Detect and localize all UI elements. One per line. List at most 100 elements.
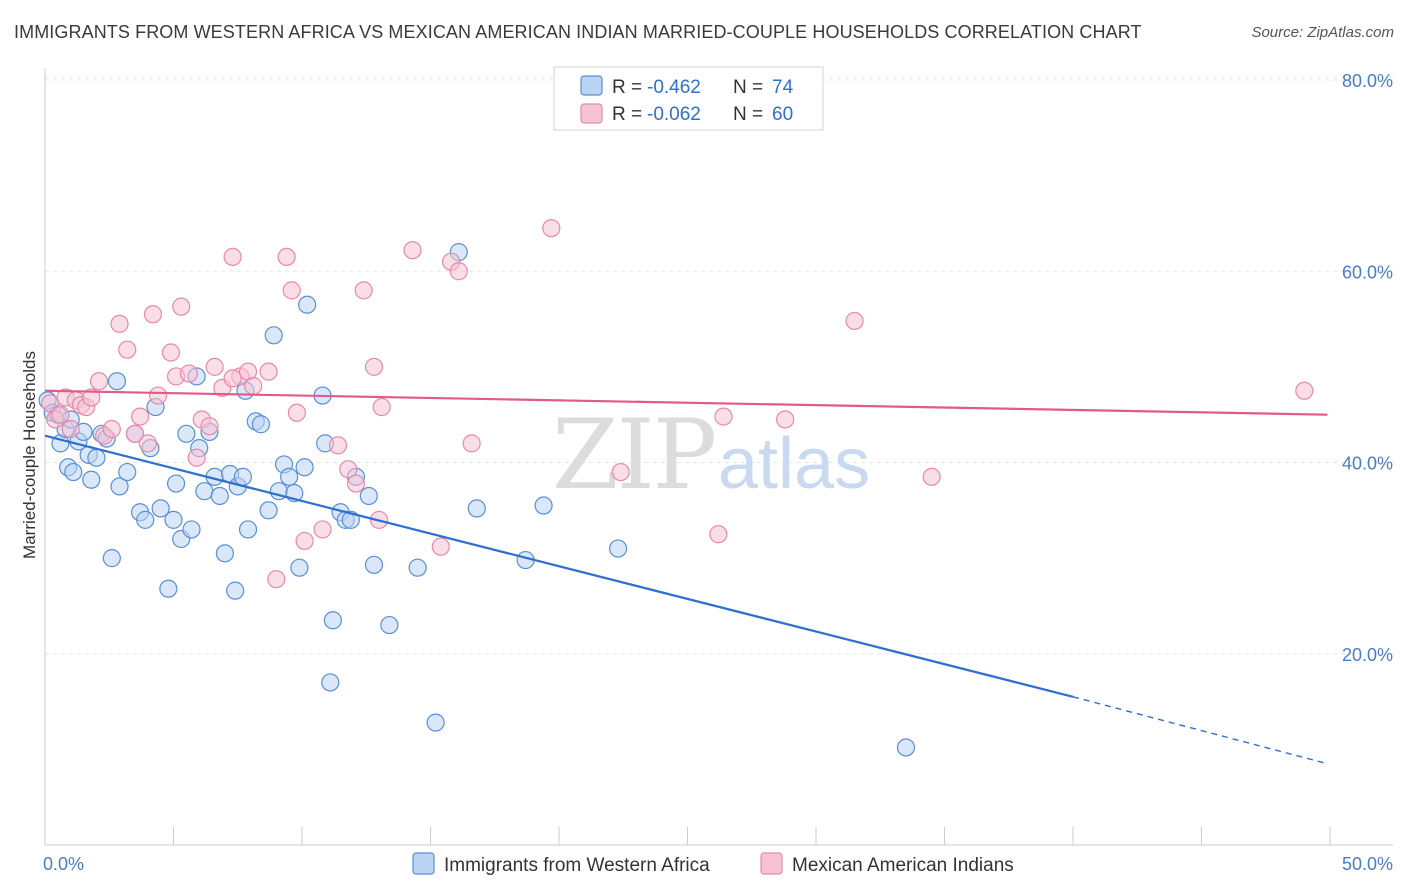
mexican-american-indian-point-8 (82, 388, 101, 407)
western-africa-point-38 (233, 467, 252, 486)
western-africa-point-63 (408, 558, 427, 577)
western-africa-point-15 (110, 477, 129, 496)
western-africa-point-66 (467, 499, 486, 518)
legend-n-value-blue: 74 (772, 77, 794, 98)
legend-swatch-blue (580, 75, 603, 96)
mexican-american-indian-point-17 (143, 305, 163, 324)
trend-line-western-africa-extension (1072, 696, 1328, 765)
mexican-american-indian-point-42 (354, 281, 373, 300)
western-africa-point-62 (380, 615, 399, 635)
mexican-american-indian-point-39 (328, 436, 348, 455)
bottom-legend-label-blue: Immigrants from Western Africa (444, 855, 710, 876)
y-axis-label: Married-couple Households (20, 351, 39, 559)
axes (44, 68, 1393, 846)
mexican-american-indian-point-13 (118, 340, 137, 359)
mexican-american-indian-point-32 (259, 362, 278, 381)
western-africa-point-33 (210, 486, 229, 506)
western-africa-point-54 (321, 673, 340, 692)
legend-r-label-blue: R = (612, 77, 642, 98)
western-africa-point-47 (280, 467, 299, 486)
mexican-american-indian-point-25 (200, 417, 219, 436)
series-mexican-american-indian-points (41, 219, 1314, 589)
western-africa-point-25 (166, 474, 186, 493)
western-africa-point-43 (259, 501, 278, 520)
western-africa-point-36 (226, 581, 245, 600)
western-africa-point-64 (426, 713, 445, 732)
mexican-american-indian-point-26 (205, 357, 224, 376)
y-tick-label-0: 20.0% (1342, 645, 1393, 665)
y-tick-label-3: 80.0% (1342, 71, 1393, 91)
mexican-american-indian-point-16 (138, 434, 157, 453)
mexican-american-indian-point-37 (295, 531, 314, 551)
trend-line-western-africa (44, 434, 1074, 698)
bottom-legend-label-pink: Mexican American Indians (792, 855, 1014, 876)
mexican-american-indian-point-31 (244, 376, 263, 396)
western-africa-point-34 (215, 544, 234, 563)
x-tick-label-1: 50.0% (1342, 854, 1393, 874)
mexican-american-indian-point-47 (431, 537, 450, 556)
western-africa-point-16 (118, 462, 137, 482)
legend-n-value-pink: 60 (772, 104, 793, 125)
mexican-american-indian-point-41 (346, 474, 366, 493)
western-africa-point-68 (534, 496, 553, 515)
mexican-american-indian-point-59 (223, 369, 242, 388)
western-africa-point-42 (251, 415, 270, 434)
mexican-american-indian-point-56 (845, 311, 864, 331)
mexican-american-indian-point-18 (148, 386, 168, 405)
mexican-american-indian-point-2 (51, 405, 70, 424)
mexican-american-indian-point-11 (102, 419, 121, 439)
legend-r-label-pink: R = (612, 104, 642, 125)
mexican-american-indian-point-51 (542, 219, 561, 238)
western-africa-point-22 (151, 499, 170, 518)
bottom-legend-swatch-pink (760, 852, 783, 875)
western-africa-point-55 (323, 611, 342, 630)
western-africa-point-30 (195, 482, 214, 501)
western-africa-point-60 (359, 486, 378, 506)
mexican-american-indian-point-21 (172, 297, 191, 316)
western-africa-point-6 (64, 462, 83, 482)
bottom-legend-swatch-blue (412, 852, 435, 875)
western-africa-point-70 (896, 738, 916, 757)
mexican-american-indian-point-28 (223, 247, 242, 267)
chart-title: IMMIGRANTS FROM WESTERN AFRICA VS MEXICA… (14, 22, 1142, 42)
western-africa-point-49 (290, 558, 309, 577)
watermark-zip: ZIP (552, 399, 715, 511)
mexican-american-indian-point-50 (462, 434, 481, 453)
legend-r-value-blue: -0.462 (647, 77, 701, 98)
western-africa-point-50 (295, 458, 314, 477)
mexican-american-indian-point-34 (277, 247, 296, 267)
mexican-american-indian-point-54 (714, 407, 733, 426)
western-africa-point-40 (238, 520, 258, 539)
mexican-american-indian-point-36 (287, 403, 306, 422)
mexican-american-indian-point-40 (339, 460, 358, 479)
mexican-american-indian-point-57 (922, 467, 941, 486)
series-legend: Immigrants from Western Africa Mexican A… (412, 852, 1014, 876)
western-africa-point-14 (107, 372, 127, 391)
legend-n-label-blue: N = (733, 77, 763, 98)
mexican-american-indian-point-52 (611, 462, 630, 482)
source-label: Source: ZipAtlas.com (1251, 24, 1394, 41)
legend-swatch-pink (580, 103, 603, 124)
western-africa-point-28 (182, 520, 201, 539)
mexican-american-indian-point-9 (89, 372, 109, 391)
mexican-american-indian-point-46 (403, 241, 422, 260)
western-africa-point-27 (177, 424, 196, 443)
western-africa-point-69 (609, 539, 628, 558)
mexican-american-indian-point-22 (179, 364, 199, 383)
mexican-american-indian-point-35 (282, 281, 301, 300)
western-africa-point-58 (341, 510, 360, 529)
trend-lines (44, 389, 1328, 765)
x-tick-label-0: 0.0% (43, 854, 84, 874)
western-africa-point-51 (298, 295, 317, 314)
western-africa-point-71 (102, 549, 121, 568)
mexican-american-indian-point-14 (125, 424, 145, 443)
mexican-american-indian-point-55 (776, 410, 795, 429)
western-africa-point-24 (164, 510, 183, 529)
mexican-american-indian-point-12 (110, 314, 129, 333)
legend-n-label-pink: N = (733, 104, 763, 125)
mexican-american-indian-point-49 (449, 262, 468, 281)
mexican-american-indian-point-43 (364, 357, 384, 376)
watermark: ZIP atlas (552, 399, 870, 511)
mexican-american-indian-point-45 (372, 397, 391, 417)
